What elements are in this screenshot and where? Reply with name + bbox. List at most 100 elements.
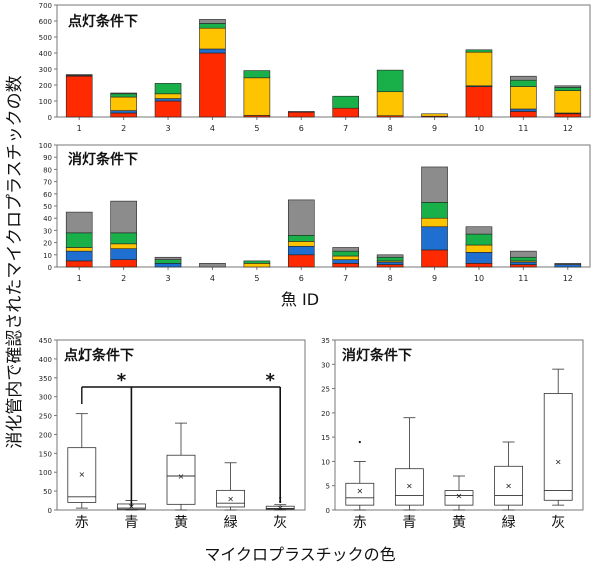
dark-box-xtick-label: 緑 <box>502 515 516 531</box>
dark-box-ytick-label: 15 <box>321 434 330 442</box>
dark-stacked-bar-segment-yellow <box>287 241 315 247</box>
lit-stacked-bar-segment-red <box>554 113 582 118</box>
dark-stacked-xtick-label: 9 <box>432 274 437 283</box>
lit-box-xtick-label: 黄 <box>174 514 188 531</box>
dark-stacked-bar-segment-yellow <box>110 243 137 250</box>
dark-stacked-bar-segment-green <box>287 234 315 242</box>
dark-stacked-bar-segment-gray <box>376 254 404 258</box>
lit-stacked-bar-segment-green <box>154 83 182 95</box>
lit-stacked-ytick-label: 200 <box>39 82 52 90</box>
dark-stacked-bar-segment-gray <box>199 263 226 268</box>
dark-stacked-bar-segment-gray <box>421 166 448 203</box>
dark-stacked-ytick-label: 80 <box>43 166 52 174</box>
lit-stacked-bar-segment-yellow <box>465 51 493 87</box>
lit-stacked-xtick-label: 10 <box>474 124 484 133</box>
lit-stacked-xtick-label: 6 <box>299 124 304 133</box>
dark-box-ytick-label: 35 <box>321 337 330 345</box>
dark-stacked-bar-segment-blue <box>110 248 137 260</box>
dark-stacked-bar-segment-red <box>421 249 448 268</box>
dark-box-xtick-label: 黄 <box>452 514 466 531</box>
figure-ylabel: 消化管内で確認されたマイクロプラスチックの数 <box>5 75 25 448</box>
dark-stacked-xtick-label: 10 <box>474 274 484 283</box>
lit-stacked-bar-segment-dark <box>65 74 93 77</box>
lit-stacked-xtick-label: 1 <box>77 124 82 133</box>
dark-stacked-bar-segment-red <box>510 264 537 268</box>
lit-stacked-bar-segment-red <box>287 111 315 118</box>
lit-stacked-bar-segment-gray <box>554 85 582 88</box>
lit-stacked-ytick-label: 500 <box>39 34 52 42</box>
lit-stacked-xtick-label: 5 <box>254 124 259 133</box>
lit-stacked-bar-segment-gray <box>287 111 315 113</box>
lit-stacked-xtick-label: 4 <box>210 124 215 133</box>
lit-stacked-ytick-label: 300 <box>39 66 52 74</box>
panel-dark-stacked-bars <box>65 166 582 268</box>
panel-lit-box-xticks: 赤青黄緑灰 <box>75 514 287 531</box>
dark-box-box <box>494 465 524 506</box>
lit-stacked-xtick-label: 8 <box>388 124 393 133</box>
lit-stacked-bar-segment-red <box>332 107 360 118</box>
dark-stacked-bar-segment-red <box>376 264 404 268</box>
panel-dark-box-boxes: × × × × × <box>345 368 573 511</box>
dark-box-mean-marker: × <box>456 491 463 500</box>
dark-stacked-bar-segment-blue <box>65 250 93 262</box>
dark-stacked-ytick-label: 100 <box>39 142 52 150</box>
lit-stacked-xtick-label: 7 <box>343 124 348 133</box>
lit-stacked-bar-segment-red <box>465 86 493 118</box>
dark-stacked-xtick-label: 4 <box>210 274 215 283</box>
dark-box-ytick-label: 20 <box>321 410 330 418</box>
lit-stacked-bar-segment-gray <box>510 75 537 81</box>
lit-stacked-bar-segment-green <box>510 79 537 87</box>
fish-id-axis-label: 魚 ID <box>281 290 319 309</box>
dark-stacked-bar-segment-green <box>510 256 537 262</box>
dark-box-mean-marker: × <box>406 482 413 491</box>
panel-dark-stacked-title: 消灯条件下 <box>68 151 138 168</box>
dark-stacked-xtick-label: 11 <box>518 274 528 283</box>
lit-stacked-bar-segment-blue <box>510 108 537 112</box>
lit-box-box <box>166 454 196 505</box>
panel-dark-box: 消灯条件下 0 5 10 15 20 25 30 35 赤 青 黄 緑 灰 × × × × × <box>321 337 584 531</box>
panel-lit-stacked-title: 点灯条件下 <box>68 13 138 30</box>
lit-stacked-bar-segment-gray <box>199 19 226 24</box>
lit-stacked-bar-segment-yellow <box>421 113 448 117</box>
lit-box-ytick-label: 400 <box>39 356 52 364</box>
significance-star: * <box>265 370 275 391</box>
lit-stacked-ytick-label: 100 <box>39 98 52 106</box>
dark-box-ytick-label: 10 <box>321 458 330 466</box>
dark-stacked-bar-segment-red <box>332 263 360 268</box>
lit-box-box <box>67 447 97 503</box>
lit-box-ytick-label: 350 <box>39 375 52 383</box>
lit-box-ytick-label: 50 <box>43 488 52 496</box>
dark-stacked-ytick-label: 90 <box>43 154 52 162</box>
dark-stacked-bar-segment-green <box>465 233 493 246</box>
panel-dark-box-xticks: 赤青黄緑灰 <box>353 514 565 531</box>
dark-stacked-bar-segment-red <box>287 254 315 268</box>
dark-stacked-bar-segment-gray <box>332 247 360 252</box>
lit-box-ytick-label: 100 <box>39 469 52 477</box>
lit-stacked-bar-segment-green <box>199 23 226 29</box>
panel-lit-stacked-yticks: 0 100 200 300 400 500 600 700 <box>39 2 57 122</box>
dark-box-box <box>543 393 573 501</box>
panel-lit-box: 点灯条件下 050100150200250300350400450 赤青黄緑灰 … <box>39 337 306 531</box>
dark-stacked-bar-segment-blue <box>287 245 315 256</box>
dark-stacked-bar-segment-gray <box>287 199 315 236</box>
dark-stacked-bar-segment-blue <box>332 259 360 264</box>
dark-stacked-bar-segment-green <box>65 232 93 248</box>
lit-stacked-bar-segment-blue <box>199 48 226 54</box>
dark-box-mean-marker: × <box>505 482 512 491</box>
dark-box-mean-marker: × <box>555 457 562 466</box>
panel-lit-stacked-frame <box>56 4 591 118</box>
lit-box-xtick-label: 灰 <box>273 515 287 531</box>
lit-box-mean-marker: × <box>178 472 185 481</box>
dark-stacked-bar-segment-gray <box>510 250 537 258</box>
dark-stacked-bar-segment-yellow <box>421 217 448 228</box>
lit-box-xtick-label: 赤 <box>75 515 89 531</box>
lit-stacked-bar-segment-red <box>110 112 137 118</box>
dark-stacked-bar-segment-blue <box>421 226 448 251</box>
lit-stacked-bar-segment-yellow <box>554 90 582 114</box>
panel-lit-box-boxes: ××××× <box>67 357 295 513</box>
dark-box-ytick-label: 25 <box>321 386 330 394</box>
dark-stacked-ytick-label: 60 <box>43 191 52 199</box>
dark-stacked-xtick-label: 6 <box>299 274 304 283</box>
dark-stacked-bar-segment-blue <box>510 261 537 265</box>
dark-stacked-ytick-label: 0 <box>48 264 52 272</box>
